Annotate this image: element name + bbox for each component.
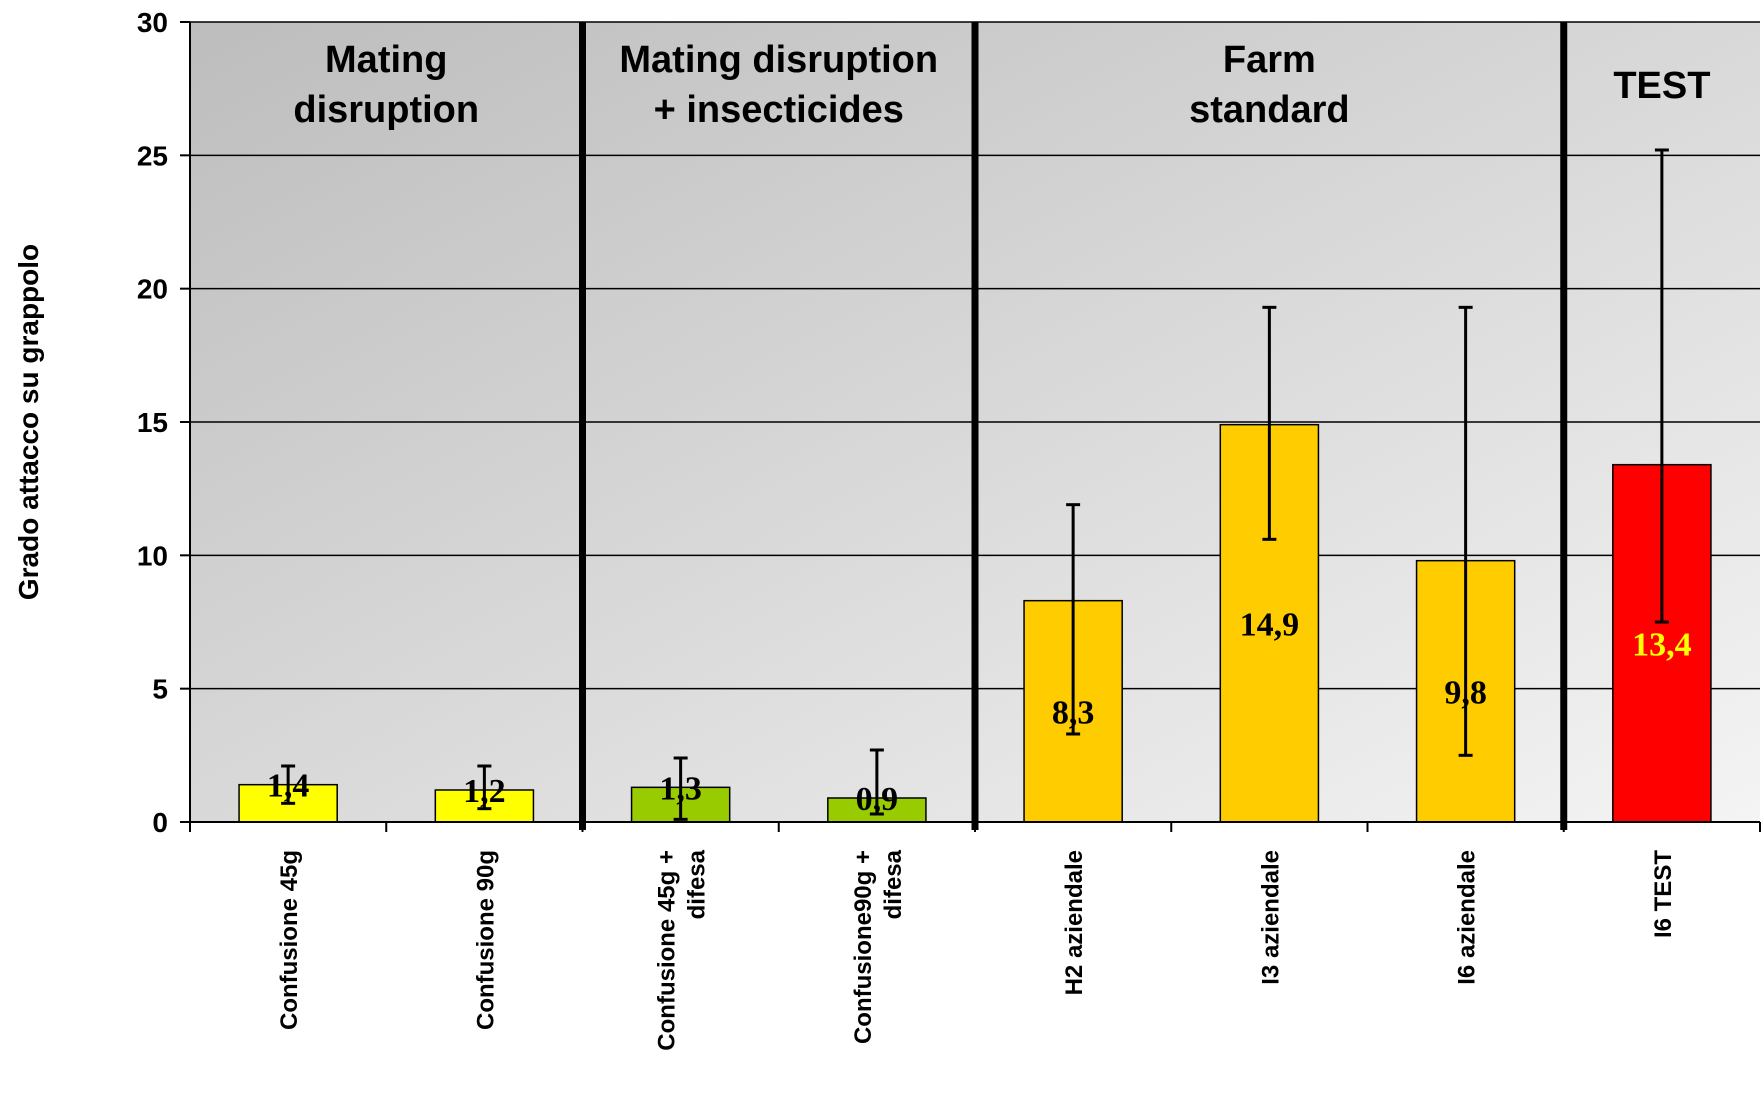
data-label: 1,3 xyxy=(659,770,702,807)
data-label: 9,8 xyxy=(1444,674,1487,711)
x-tick-label: Confusione 90g xyxy=(472,850,499,1030)
x-tick-label: I3 aziendale xyxy=(1257,850,1284,985)
y-tick-label: 5 xyxy=(152,674,168,705)
group-label: Mating disruption xyxy=(619,39,938,81)
data-label: 0,9 xyxy=(856,781,899,818)
y-tick-label: 25 xyxy=(137,140,168,171)
x-tick-label: H2 aziendale xyxy=(1061,850,1088,995)
x-tick-label: Confusione 45g xyxy=(276,850,303,1030)
group-separators xyxy=(579,22,1568,830)
y-tick-labels: 0 5 10 15 20 25 30 xyxy=(137,7,168,838)
group-label: disruption xyxy=(293,89,479,131)
group-label: + insecticides xyxy=(654,89,904,131)
group-label: standard xyxy=(1189,89,1349,131)
y-tick-label: 15 xyxy=(137,407,168,438)
x-tick-label: difesa xyxy=(880,849,907,919)
group-label: TEST xyxy=(1613,65,1710,107)
y-tick-label: 0 xyxy=(152,807,168,838)
x-tick-label: I6 aziendale xyxy=(1454,850,1481,985)
group-label: Farm xyxy=(1223,39,1316,81)
y-tick-label: 20 xyxy=(137,274,168,305)
y-tick-label: 10 xyxy=(137,540,168,571)
group-label: Mating xyxy=(325,39,447,81)
data-label: 1,4 xyxy=(267,768,310,805)
x-tick-label: Confusione 45g + xyxy=(654,850,681,1051)
x-tick-labels: Confusione 45g Confusione 90g Confusione 4… xyxy=(276,849,1677,1050)
data-label: 13,4 xyxy=(1632,626,1692,663)
x-tick-label: Confusione90g + xyxy=(850,850,877,1044)
data-label: 8,3 xyxy=(1052,694,1095,731)
error-bars xyxy=(281,148,1669,821)
data-label: 14,9 xyxy=(1240,606,1300,643)
data-label: 1,2 xyxy=(463,773,506,810)
y-tick-label: 30 xyxy=(137,7,168,38)
y-axis-label: Grado attacco su grappolo xyxy=(13,244,44,600)
group-labels: Mating disruption Mating disruption + insec… xyxy=(293,39,1710,131)
x-tick-label: difesa xyxy=(684,849,711,919)
data-labels: 1,4 1,2 1,3 0,9 8,3 14,9 9,8 13,4 xyxy=(267,606,1692,818)
x-tick-label: I6 TEST xyxy=(1650,850,1677,938)
axes xyxy=(180,21,1761,832)
